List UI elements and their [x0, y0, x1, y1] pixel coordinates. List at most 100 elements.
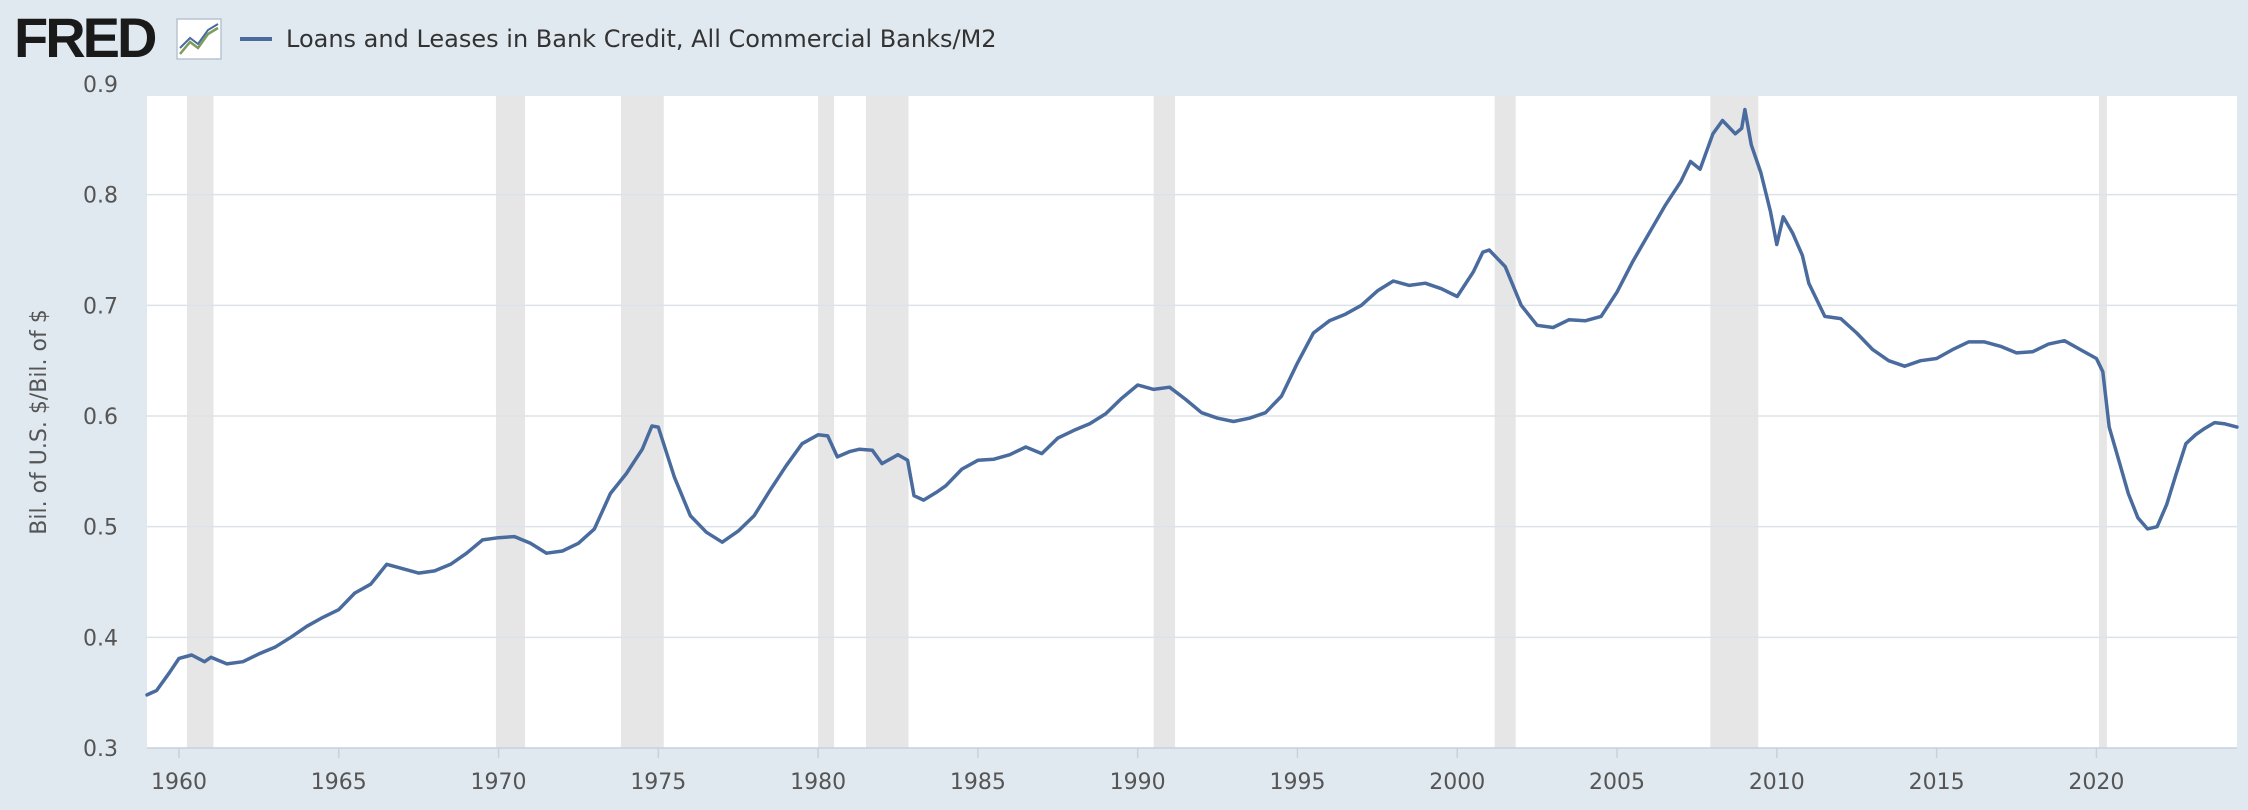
data-point: [337, 608, 341, 612]
recession-band: [620, 96, 664, 748]
fred-graph-icon: [176, 18, 222, 60]
x-tick-label: 1960: [151, 770, 207, 795]
y-tick-label: 0.4: [83, 626, 118, 651]
data-point: [906, 458, 910, 462]
data-point: [2101, 370, 2105, 374]
legend: Loans and Leases in Bank Credit, All Com…: [240, 22, 997, 56]
y-tick-label: 0.5: [83, 516, 118, 541]
data-point: [2015, 351, 2019, 355]
data-point: [704, 530, 708, 534]
data-point: [481, 538, 485, 542]
data-point: [1503, 265, 1507, 269]
fred-logo[interactable]: FRED: [14, 6, 157, 69]
x-tick-label: 2020: [2068, 770, 2124, 795]
data-point: [1248, 416, 1252, 420]
data-point: [826, 434, 830, 438]
plot-area: [147, 96, 2237, 748]
data-point: [752, 514, 756, 518]
data-point: [1781, 215, 1785, 219]
data-point: [1168, 385, 1172, 389]
data-point: [624, 472, 628, 476]
data-point: [257, 652, 261, 656]
data-point: [672, 475, 676, 479]
data-point: [145, 693, 149, 697]
series-line[interactable]: [145, 107, 2239, 697]
data-point: [1740, 126, 1744, 130]
data-point: [1056, 436, 1060, 440]
data-point: [650, 424, 654, 428]
data-point: [922, 498, 926, 502]
data-point: [417, 571, 421, 575]
x-tick-label: 2010: [1749, 770, 1805, 795]
data-point: [305, 624, 309, 628]
data-point: [1663, 204, 1667, 208]
data-point: [1551, 326, 1555, 330]
data-point: [768, 488, 772, 492]
data-point: [369, 582, 373, 586]
x-tick-label: 1980: [790, 770, 846, 795]
data-point: [688, 514, 692, 518]
data-point: [273, 645, 277, 649]
data-point: [1391, 279, 1395, 283]
data-point: [1631, 259, 1635, 263]
data-point: [1232, 420, 1236, 424]
data-point: [592, 527, 596, 531]
data-point: [1487, 248, 1491, 252]
legend-label[interactable]: Loans and Leases in Bank Credit, All Com…: [286, 25, 997, 53]
x-tick-label: 1985: [950, 770, 1006, 795]
data-point: [1216, 416, 1220, 420]
y-tick-label: 0.6: [83, 405, 118, 430]
data-point: [880, 462, 884, 466]
data-point: [385, 562, 389, 566]
data-point: [736, 529, 740, 533]
data-point: [1184, 397, 1188, 401]
data-point: [1535, 323, 1539, 327]
data-point: [1903, 364, 1907, 368]
data-point: [190, 653, 194, 657]
data-point: [640, 447, 644, 451]
data-point: [1120, 396, 1124, 400]
data-point: [449, 562, 453, 566]
recession-band: [495, 96, 526, 748]
data-point: [2146, 527, 2150, 531]
data-point: [2165, 503, 2169, 507]
data-point: [155, 689, 159, 693]
data-point: [1439, 287, 1443, 291]
data-point: [1280, 394, 1284, 398]
data-point: [835, 455, 839, 459]
data-point: [1800, 254, 1804, 258]
data-point: [497, 536, 501, 540]
data-point: [1567, 318, 1571, 322]
data-point: [720, 540, 724, 544]
data-point: [529, 541, 533, 545]
x-tick-label: 2000: [1429, 770, 1485, 795]
data-point: [976, 458, 980, 462]
data-point: [1839, 317, 1843, 321]
data-point: [1615, 290, 1619, 294]
data-point: [1807, 281, 1811, 285]
data-point: [1698, 167, 1702, 171]
data-point: [1455, 295, 1459, 299]
data-point: [1951, 348, 1955, 352]
data-point: [576, 541, 580, 545]
data-point: [1935, 357, 1939, 361]
recession-bands: [186, 96, 2107, 748]
data-point: [848, 449, 852, 453]
y-tick-label: 0.9: [83, 73, 118, 98]
data-point: [1152, 387, 1156, 391]
data-point: [1200, 411, 1204, 415]
data-point: [2078, 348, 2082, 352]
data-point: [1855, 331, 1859, 335]
data-point: [321, 615, 325, 619]
data-point: [656, 425, 660, 429]
data-point: [934, 490, 938, 494]
data-point: [1375, 289, 1379, 293]
data-point: [177, 656, 181, 660]
data-point: [2047, 342, 2051, 346]
data-point: [2107, 425, 2111, 429]
x-tick-label: 1995: [1269, 770, 1325, 795]
y-tick-label: 0.3: [83, 737, 118, 762]
data-point: [1343, 312, 1347, 316]
data-point: [2094, 357, 2098, 361]
